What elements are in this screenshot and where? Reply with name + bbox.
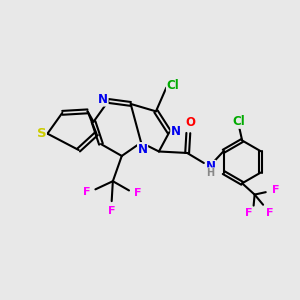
- Text: H: H: [207, 168, 215, 178]
- Text: Cl: Cl: [233, 115, 245, 128]
- Text: F: F: [82, 187, 90, 196]
- Text: N: N: [206, 160, 216, 173]
- Text: Cl: Cl: [167, 79, 179, 92]
- Text: F: F: [108, 206, 115, 216]
- Text: F: F: [266, 208, 273, 218]
- Text: N: N: [171, 125, 181, 138]
- Text: F: F: [245, 208, 253, 218]
- Text: O: O: [185, 116, 195, 129]
- Text: F: F: [272, 185, 280, 195]
- Text: F: F: [134, 188, 142, 198]
- Text: N: N: [98, 93, 108, 106]
- Text: S: S: [37, 127, 46, 140]
- Text: N: N: [138, 142, 148, 156]
